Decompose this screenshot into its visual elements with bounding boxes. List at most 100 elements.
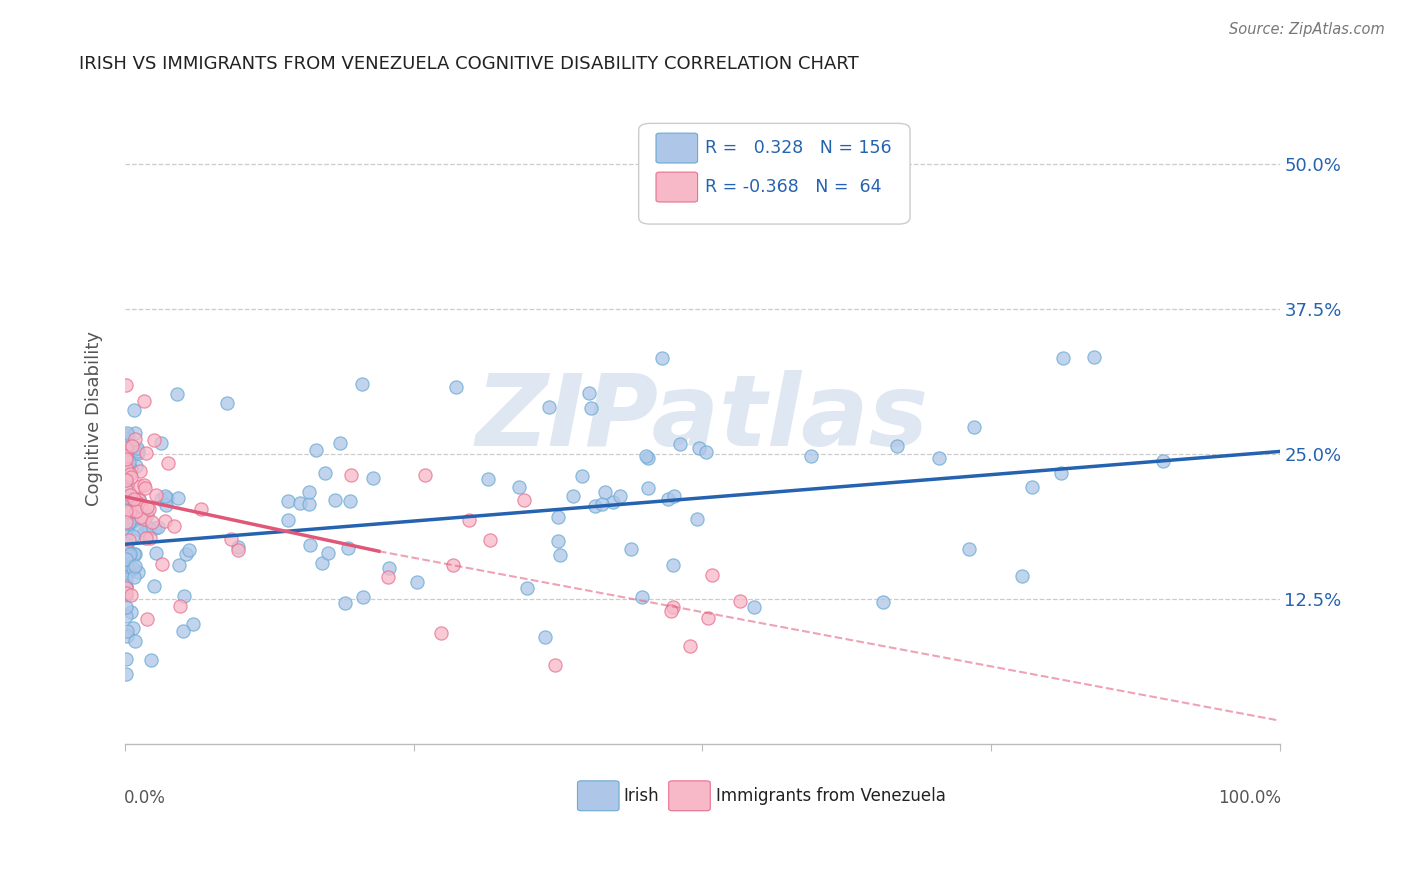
- Point: [298, 485, 321, 500]
- Point: [115, 579, 138, 593]
- Text: 0.0%: 0.0%: [124, 789, 166, 807]
- Point: [134, 525, 156, 540]
- Point: [115, 503, 138, 517]
- Point: [115, 652, 138, 666]
- Point: [1152, 454, 1174, 468]
- Point: [127, 565, 149, 579]
- Point: [124, 633, 146, 648]
- Point: [583, 499, 606, 513]
- Point: [132, 394, 155, 409]
- Point: [115, 461, 138, 475]
- Point: [314, 466, 336, 480]
- Point: [156, 491, 179, 506]
- Point: [115, 509, 138, 524]
- FancyBboxPatch shape: [657, 133, 697, 163]
- Point: [579, 401, 602, 415]
- Point: [115, 427, 138, 442]
- Point: [115, 624, 138, 638]
- Point: [219, 532, 242, 546]
- Point: [547, 533, 569, 548]
- Point: [661, 604, 683, 618]
- FancyBboxPatch shape: [638, 123, 910, 224]
- Point: [115, 500, 138, 515]
- Point: [135, 531, 157, 545]
- Point: [609, 489, 631, 503]
- Point: [124, 433, 146, 447]
- Point: [124, 547, 146, 561]
- Point: [115, 450, 138, 464]
- Point: [430, 626, 453, 640]
- Point: [155, 514, 177, 528]
- Point: [115, 474, 138, 488]
- Point: [115, 586, 138, 600]
- Point: [153, 489, 176, 503]
- Point: [117, 499, 139, 513]
- Point: [634, 449, 657, 463]
- Point: [323, 492, 346, 507]
- Point: [115, 479, 138, 493]
- Point: [329, 435, 352, 450]
- Point: [115, 581, 138, 595]
- Point: [117, 557, 139, 571]
- Point: [120, 505, 142, 519]
- Point: [620, 542, 643, 557]
- Point: [120, 605, 142, 619]
- Point: [657, 491, 679, 506]
- Point: [166, 491, 188, 505]
- Point: [115, 552, 138, 566]
- Text: R =   0.328   N = 156: R = 0.328 N = 156: [704, 139, 891, 157]
- Point: [115, 441, 138, 455]
- Point: [441, 558, 464, 573]
- Point: [124, 547, 146, 561]
- Point: [508, 480, 530, 494]
- Point: [115, 524, 138, 538]
- Point: [305, 442, 328, 457]
- Point: [129, 509, 152, 524]
- Text: Source: ZipAtlas.com: Source: ZipAtlas.com: [1229, 22, 1385, 37]
- Point: [122, 570, 145, 584]
- Point: [217, 396, 239, 410]
- Point: [127, 446, 149, 460]
- Point: [124, 507, 146, 521]
- Point: [352, 590, 374, 604]
- Point: [378, 561, 401, 575]
- Point: [115, 491, 138, 506]
- Point: [928, 450, 950, 465]
- Point: [122, 514, 145, 528]
- FancyBboxPatch shape: [578, 780, 619, 811]
- Point: [742, 599, 765, 614]
- Point: [124, 492, 146, 507]
- Point: [697, 610, 720, 624]
- Point: [662, 600, 685, 615]
- Point: [115, 463, 138, 477]
- Point: [115, 470, 138, 484]
- Point: [547, 510, 569, 524]
- Point: [115, 483, 138, 498]
- Point: [129, 524, 152, 538]
- Point: [1011, 568, 1033, 582]
- Point: [316, 546, 339, 560]
- Point: [288, 496, 311, 510]
- Point: [115, 510, 138, 524]
- Point: [543, 657, 565, 672]
- Point: [957, 542, 980, 557]
- Point: [120, 462, 142, 476]
- Point: [121, 440, 143, 454]
- Point: [335, 596, 357, 610]
- Point: [336, 541, 359, 555]
- Point: [127, 444, 149, 458]
- Point: [513, 493, 536, 508]
- Point: [138, 521, 160, 535]
- Point: [135, 519, 157, 533]
- Point: [127, 496, 149, 510]
- Point: [591, 497, 613, 511]
- Point: [115, 565, 138, 579]
- Point: [155, 498, 177, 512]
- Point: [173, 589, 195, 603]
- Point: [115, 536, 138, 550]
- Text: IRISH VS IMMIGRANTS FROM VENEZUELA COGNITIVE DISABILITY CORRELATION CHART: IRISH VS IMMIGRANTS FROM VENEZUELA COGNI…: [79, 55, 859, 73]
- Point: [277, 513, 299, 527]
- Point: [166, 387, 188, 401]
- Point: [134, 481, 156, 495]
- Point: [578, 385, 600, 400]
